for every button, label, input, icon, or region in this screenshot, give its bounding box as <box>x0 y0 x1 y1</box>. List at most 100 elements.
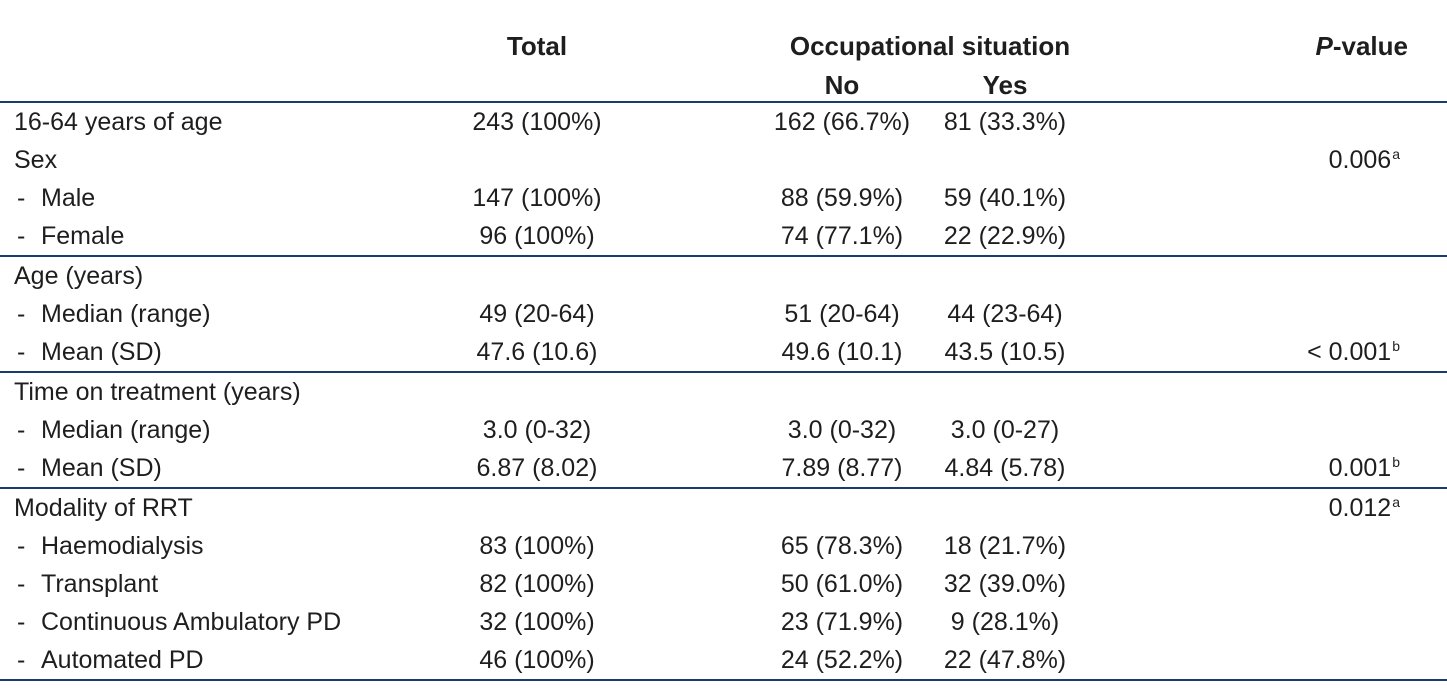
row-label-text: Time on treatment (years) <box>14 378 301 406</box>
row-label: Time on treatment (years) <box>14 373 301 411</box>
cell-yes: 4.84 (5.78) <box>944 454 1066 482</box>
table-row: - Male 147 (100%) 88 (59.9%) 59 (40.1%) <box>0 179 1447 217</box>
col-header-total: Total <box>506 31 568 61</box>
indent-dash: - <box>17 300 26 328</box>
cell-total: 243 (100%) <box>472 108 602 136</box>
row-label: - Median (range) <box>14 411 211 449</box>
pvalue-text: 0.012 <box>1328 494 1392 522</box>
cell-no: 74 (77.1%) <box>780 222 904 250</box>
cell-yes: 22 (22.9%) <box>943 222 1067 250</box>
cell-yes: 3.0 (0-27) <box>950 416 1060 444</box>
cell-yes: 32 (39.0%) <box>943 570 1067 598</box>
row-label: - Haemodialysis <box>14 527 204 565</box>
row-label: Sex <box>14 141 57 179</box>
col-header-yes: Yes <box>982 70 1028 100</box>
row-label: - Female <box>14 217 124 255</box>
row-label: - Mean (SD) <box>14 333 162 371</box>
indent-dash: - <box>17 646 26 674</box>
indent-dash: - <box>17 184 26 212</box>
cell-total: 147 (100%) <box>472 184 602 212</box>
cell-total: 47.6 (10.6) <box>476 338 598 366</box>
cell-no: 162 (66.7%) <box>773 108 911 136</box>
row-group: 16-64 years of age 243 (100%) 162 (66.7%) 8… <box>0 103 1447 257</box>
cell-yes: 44 (23-64) <box>947 300 1063 328</box>
indent-dash: - <box>17 416 26 444</box>
cell-no: 49.6 (10.1) <box>781 338 903 366</box>
table-row: - Transplant 82 (100%) 50 (61.0%) 32 (39.0%) <box>0 565 1447 603</box>
cell-yes: 43.5 (10.5) <box>944 338 1066 366</box>
table-row: Age (years) <box>0 257 1447 295</box>
table-row: - Median (range) 3.0 (0-32) 3.0 (0-32) 3.0 (… <box>0 411 1447 449</box>
table-body: 16-64 years of age 243 (100%) 162 (66.7%) 8… <box>0 103 1447 681</box>
row-label-text: Male <box>41 184 96 212</box>
indent-dash: - <box>17 532 26 560</box>
row-label: - Median (range) <box>14 295 211 333</box>
table-header: Total Occupational situation P-value No … <box>0 0 1447 103</box>
cell-pvalue: 0.001b <box>1100 449 1400 487</box>
row-label-text: Age (years) <box>14 262 144 290</box>
cell-yes: 22 (47.8%) <box>943 646 1067 674</box>
table-row: 16-64 years of age 243 (100%) 162 (66.7%) 8… <box>0 103 1447 141</box>
pvalue-text: 0.001 <box>1328 454 1392 482</box>
pvalue-header-rest: -value <box>1332 31 1408 61</box>
row-label-text: Female <box>41 222 125 250</box>
pvalue-superscript: a <box>1392 146 1400 162</box>
pvalue-header-italic-p: P <box>1315 31 1333 61</box>
row-label: - Transplant <box>14 565 158 603</box>
pvalue-superscript: b <box>1392 338 1400 354</box>
row-label-text: 16-64 years of age <box>14 108 223 136</box>
row-label-text: Modality of RRT <box>14 494 193 522</box>
table-row: - Automated PD 46 (100%) 24 (52.2%) 22 (47.8… <box>0 641 1447 679</box>
pvalue-text: < 0.001 <box>1307 338 1392 366</box>
cell-total: 3.0 (0-32) <box>482 416 592 444</box>
table-row: - Haemodialysis 83 (100%) 65 (78.3%) 18 (21.… <box>0 527 1447 565</box>
cell-no: 7.89 (8.77) <box>781 454 903 482</box>
cell-total: 49 (20-64) <box>479 300 595 328</box>
row-label-text: Mean (SD) <box>41 454 162 482</box>
row-label: Modality of RRT <box>14 489 193 527</box>
row-label: - Continuous Ambulatory PD <box>14 603 341 641</box>
row-group: Time on treatment (years) - Median (range)… <box>0 373 1447 489</box>
cell-total: 6.87 (8.02) <box>476 454 598 482</box>
cell-no: 50 (61.0%) <box>780 570 904 598</box>
table-row: Time on treatment (years) <box>0 373 1447 411</box>
row-label-text: Sex <box>14 146 58 174</box>
row-label: - Mean (SD) <box>14 449 162 487</box>
indent-dash: - <box>17 222 26 250</box>
cell-no: 65 (78.3%) <box>780 532 904 560</box>
cell-total: 82 (100%) <box>479 570 595 598</box>
table-row: - Female 96 (100%) 74 (77.1%) 22 (22.9%) <box>0 217 1447 255</box>
table-row: - Mean (SD) 47.6 (10.6) 49.6 (10.1) 43.5 (10… <box>0 333 1447 371</box>
pvalue-superscript: a <box>1392 494 1400 510</box>
cell-yes: 9 (28.1%) <box>950 608 1060 636</box>
col-header-pvalue: P-value <box>1100 31 1409 62</box>
table-row: - Median (range) 49 (20-64) 51 (20-64) 44 (2… <box>0 295 1447 333</box>
table-row: Sex 0.006a <box>0 141 1447 179</box>
row-label-text: Continuous Ambulatory PD <box>41 608 342 636</box>
table-row: - Continuous Ambulatory PD 32 (100%) 23 (71… <box>0 603 1447 641</box>
table-row: - Mean (SD) 6.87 (8.02) 7.89 (8.77) 4.84 (5.… <box>0 449 1447 487</box>
col-header-no: No <box>824 70 860 100</box>
cell-total: 32 (100%) <box>479 608 595 636</box>
cell-yes: 81 (33.3%) <box>943 108 1067 136</box>
row-label: 16-64 years of age <box>14 103 222 141</box>
row-group: Modality of RRT 0.012a - Haemodialysis 83 (1… <box>0 489 1447 681</box>
indent-dash: - <box>17 570 26 598</box>
indent-dash: - <box>17 454 26 482</box>
cell-yes: 18 (21.7%) <box>943 532 1067 560</box>
row-label: - Automated PD <box>14 641 204 679</box>
cell-yes: 59 (40.1%) <box>943 184 1067 212</box>
row-label: - Male <box>14 179 95 217</box>
cell-no: 23 (71.9%) <box>780 608 904 636</box>
col-header-occupational-situation: Occupational situation <box>789 31 1071 61</box>
row-label-text: Transplant <box>41 570 159 598</box>
pvalue-text: 0.006 <box>1328 146 1392 174</box>
cell-pvalue: 0.012a <box>1100 489 1400 527</box>
cell-pvalue: < 0.001b <box>1100 333 1400 371</box>
cell-total: 46 (100%) <box>479 646 595 674</box>
indent-dash: - <box>17 608 26 636</box>
cell-pvalue: 0.006a <box>1100 141 1400 179</box>
cell-total: 96 (100%) <box>479 222 595 250</box>
row-label-text: Automated PD <box>41 646 204 674</box>
